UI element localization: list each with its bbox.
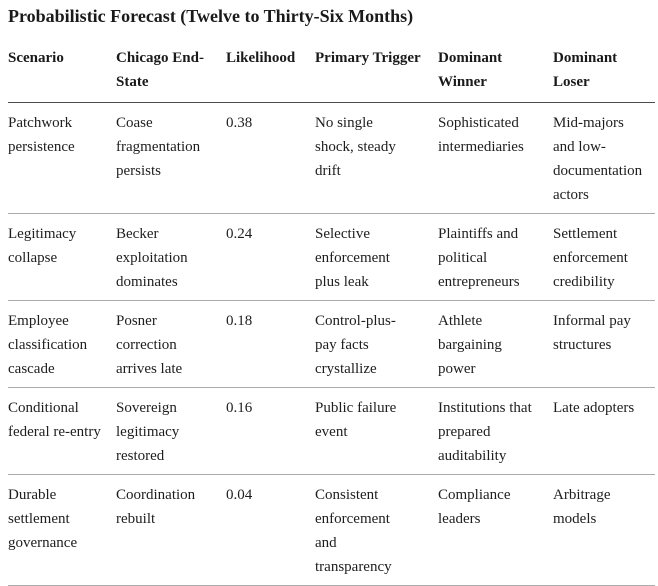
cell-dominant-loser: Mid-majors and low-documentation actors xyxy=(553,102,655,214)
table-row: Employee classification cascade Posner c… xyxy=(8,300,655,388)
table-row: Legitimacy collapse Becker exploitation … xyxy=(8,213,655,301)
cell-scenario: Conditional federal re-entry xyxy=(8,387,116,475)
cell-dominant-winner: Plaintiffs and political entrepreneurs xyxy=(438,213,553,301)
cell-chicago-end-state: Posner correction arrives late xyxy=(116,300,226,388)
table-row: Patchwork persistence Coase fragmentatio… xyxy=(8,102,655,214)
column-header-dominant-winner: Dominant Winner xyxy=(438,46,553,103)
column-header-scenario: Scenario xyxy=(8,46,116,103)
table-title: Probabilistic Forecast (Twelve to Thirty… xyxy=(8,6,414,26)
cell-chicago-end-state: Coordination rebuilt xyxy=(116,474,226,586)
cell-dominant-loser: Late adopters xyxy=(553,387,655,475)
cell-dominant-winner: Compliance leaders xyxy=(438,474,553,586)
column-header-primary-trigger: Primary Trigger xyxy=(315,46,438,103)
column-header-likelihood: Likelihood xyxy=(226,46,315,103)
cell-primary-trigger: Selective enforcement plus leak xyxy=(315,213,438,301)
column-header-dominant-loser: Dominant Loser xyxy=(553,46,655,103)
cell-dominant-winner: Sophisticated intermediaries xyxy=(438,102,553,214)
cell-chicago-end-state: Coase fragmentation persists xyxy=(116,102,226,214)
header-row: Scenario Chicago End-State Likelihood Pr… xyxy=(8,46,655,103)
cell-dominant-loser: Settlement enforcement credibility xyxy=(553,213,655,301)
cell-scenario: Employee classification cascade xyxy=(8,300,116,388)
cell-chicago-end-state: Becker exploitation dominates xyxy=(116,213,226,301)
forecast-table: Scenario Chicago End-State Likelihood Pr… xyxy=(8,46,655,586)
cell-chicago-end-state: Sovereign legitimacy restored xyxy=(116,387,226,475)
cell-scenario: Legitimacy collapse xyxy=(8,213,116,301)
column-header-chicago-end-state: Chicago End-State xyxy=(116,46,226,103)
table-row: Conditional federal re-entry Sovereign l… xyxy=(8,387,655,475)
cell-scenario: Patchwork persistence xyxy=(8,102,116,214)
cell-primary-trigger: No single shock, steady drift xyxy=(315,102,438,214)
cell-scenario: Durable settlement governance xyxy=(8,474,116,586)
cell-dominant-loser: Arbitrage models xyxy=(553,474,655,586)
cell-likelihood: 0.24 xyxy=(226,213,315,301)
cell-likelihood: 0.16 xyxy=(226,387,315,475)
table-row: Durable settlement governance Coordinati… xyxy=(8,474,655,586)
cell-dominant-winner: Athlete bargaining power xyxy=(438,300,553,388)
cell-likelihood: 0.18 xyxy=(226,300,315,388)
cell-primary-trigger: Public failure event xyxy=(315,387,438,475)
cell-dominant-loser: Informal pay structures xyxy=(553,300,655,388)
cell-dominant-winner: Institutions that prepared auditability xyxy=(438,387,553,475)
cell-primary-trigger: Consistent enforcement and transparency xyxy=(315,474,438,586)
cell-likelihood: 0.04 xyxy=(226,474,315,586)
cell-primary-trigger: Control-plus-pay facts crystallize xyxy=(315,300,438,388)
cell-likelihood: 0.38 xyxy=(226,102,315,214)
